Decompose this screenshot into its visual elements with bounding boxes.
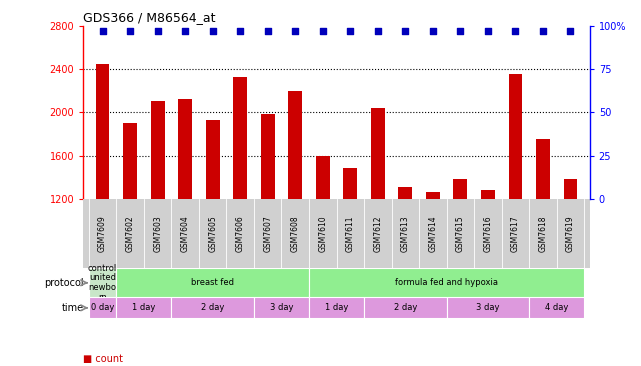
Text: GSM7606: GSM7606	[236, 215, 245, 252]
Bar	[481, 190, 495, 199]
Point	[318, 28, 328, 34]
Text: formula fed and hypoxia: formula fed and hypoxia	[395, 278, 498, 287]
Bar	[171, 297, 254, 318]
Text: 2 day: 2 day	[201, 303, 224, 312]
Point	[372, 28, 383, 34]
Bar	[399, 187, 412, 199]
Text: 1 day: 1 day	[325, 303, 348, 312]
Bar	[178, 99, 192, 199]
Text: 2 day: 2 day	[394, 303, 417, 312]
Text: GSM7615: GSM7615	[456, 215, 465, 252]
Bar	[288, 91, 302, 199]
Text: GSM7607: GSM7607	[263, 215, 272, 252]
Text: GSM7611: GSM7611	[345, 216, 354, 252]
Bar	[233, 76, 247, 199]
Text: GSM7618: GSM7618	[538, 216, 547, 252]
Text: time: time	[62, 303, 84, 313]
Bar	[261, 115, 274, 199]
Text: GSM7605: GSM7605	[208, 215, 217, 252]
Bar	[123, 123, 137, 199]
Bar	[117, 297, 171, 318]
Text: GDS366 / M86564_at: GDS366 / M86564_at	[83, 11, 216, 25]
Point	[180, 28, 190, 34]
Bar	[309, 268, 584, 297]
Bar	[117, 268, 309, 297]
Bar	[89, 297, 117, 318]
Point	[235, 28, 246, 34]
Point	[208, 28, 218, 34]
Bar	[529, 297, 584, 318]
Bar	[563, 179, 578, 199]
Bar	[316, 156, 329, 199]
Point	[455, 28, 465, 34]
Text: breast fed: breast fed	[191, 278, 234, 287]
Bar	[206, 120, 220, 199]
Text: 3 day: 3 day	[270, 303, 293, 312]
Text: GSM7608: GSM7608	[291, 215, 300, 252]
Text: 0 day: 0 day	[91, 303, 114, 312]
Text: 3 day: 3 day	[476, 303, 499, 312]
Text: GSM7619: GSM7619	[566, 215, 575, 252]
Text: ■ count: ■ count	[83, 354, 123, 364]
Bar	[364, 297, 447, 318]
Point	[400, 28, 410, 34]
Bar	[426, 193, 440, 199]
Point	[97, 28, 108, 34]
Text: GSM7610: GSM7610	[319, 215, 328, 252]
Bar	[96, 64, 110, 199]
Point	[510, 28, 520, 34]
Bar	[508, 74, 522, 199]
Bar	[309, 297, 364, 318]
Text: GSM7617: GSM7617	[511, 215, 520, 252]
Point	[345, 28, 355, 34]
Bar	[453, 179, 467, 199]
Point	[538, 28, 548, 34]
Point	[290, 28, 301, 34]
Bar	[536, 139, 550, 199]
Text: 1 day: 1 day	[132, 303, 156, 312]
Text: GSM7602: GSM7602	[126, 215, 135, 252]
Bar	[447, 297, 529, 318]
Point	[125, 28, 135, 34]
Point	[483, 28, 493, 34]
Text: GSM7603: GSM7603	[153, 215, 162, 252]
Text: control
united
newbo
rn: control united newbo rn	[88, 264, 117, 302]
Bar	[89, 268, 117, 297]
Point	[428, 28, 438, 34]
Point	[565, 28, 576, 34]
Bar	[151, 101, 165, 199]
Text: 4 day: 4 day	[545, 303, 569, 312]
Text: protocol: protocol	[44, 278, 84, 288]
Text: GSM7613: GSM7613	[401, 215, 410, 252]
Text: GSM7604: GSM7604	[181, 215, 190, 252]
Bar	[254, 297, 309, 318]
Text: GSM7614: GSM7614	[428, 215, 437, 252]
Text: GSM7616: GSM7616	[483, 215, 492, 252]
Text: GSM7609: GSM7609	[98, 215, 107, 252]
Bar	[344, 168, 357, 199]
Point	[153, 28, 163, 34]
Point	[263, 28, 273, 34]
Text: GSM7612: GSM7612	[373, 216, 382, 252]
Bar	[371, 108, 385, 199]
